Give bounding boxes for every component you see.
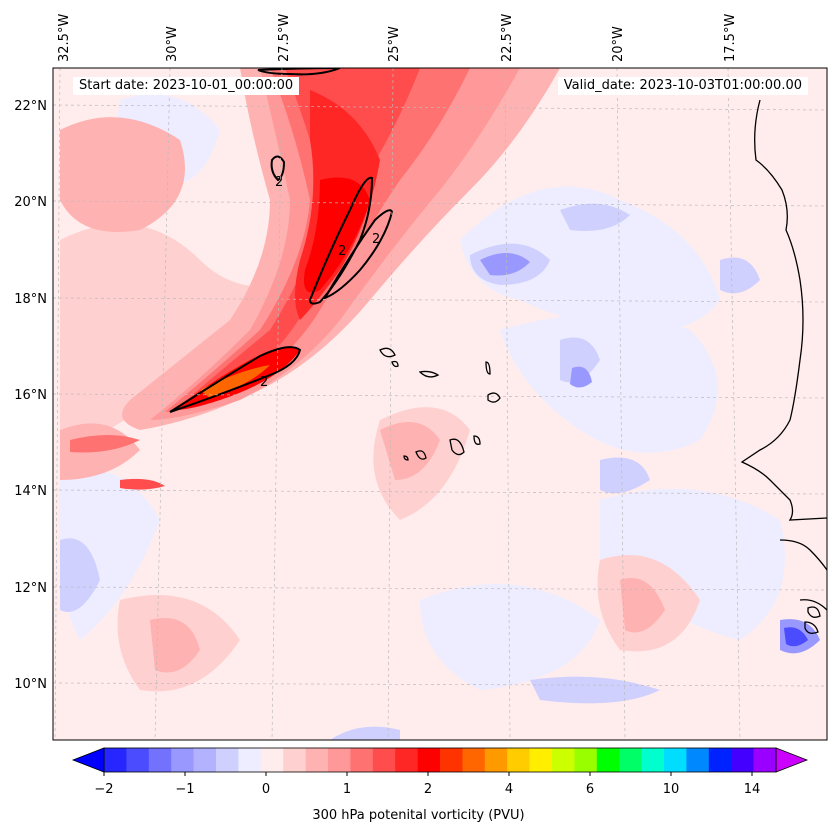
contour-label: 2: [275, 175, 283, 190]
colorbar-cell: [305, 748, 329, 772]
colorbar-tick-label: 4: [505, 782, 513, 797]
colorbar-cell: [283, 748, 306, 772]
colorbar-cell: [171, 748, 194, 772]
lat-label: 22°N: [14, 99, 47, 114]
lon-label: 20°W: [611, 26, 626, 62]
lon-label: 32.5°W: [57, 14, 72, 62]
colorbar-cell: [507, 748, 530, 772]
valid-date-label: Valid_date: 2023-10-03T01:00:00.00: [557, 77, 808, 95]
colorbar-tick-label: 14: [744, 782, 761, 797]
pv-contours: [169, 68, 394, 413]
colorbar-cell: [529, 748, 553, 772]
contour-label: 2: [372, 232, 380, 247]
colorbar-tick-label: 6: [586, 782, 594, 797]
colorbar-cell: [328, 748, 351, 772]
colorbar-min-arrow: [71, 747, 105, 773]
gridlines: [53, 68, 827, 740]
colorbar-cell: [686, 748, 710, 772]
start-date-label: Start date: 2023-10-01_00:00:00: [73, 77, 300, 95]
colorbar-cell: [395, 748, 418, 772]
lon-label: 27.5°W: [277, 14, 292, 62]
colorbar-cells: [104, 748, 777, 772]
colorbar-cell: [260, 748, 284, 772]
colorbar-cell: [216, 748, 239, 772]
colorbar-cell: [753, 748, 777, 772]
pv-field: 2 2 2 2: [53, 68, 827, 740]
colorbar-cell: [350, 748, 374, 772]
colorbar-tick-label: −1: [175, 782, 194, 797]
colorbar-tick-label: 10: [663, 782, 680, 797]
lat-label: 20°N: [14, 195, 47, 210]
colorbar-max-arrow: [775, 747, 809, 773]
colorbar-tick-label: 2: [424, 782, 432, 797]
longitude-labels: 32.5°W 30°W 27.5°W 25°W 22.5°W 20°W 17.5…: [57, 14, 738, 62]
colorbar-cell: [372, 748, 396, 772]
colorbar-cell: [574, 748, 598, 772]
lat-label: 14°N: [14, 484, 47, 499]
colorbar: −2 −1 0 1 2 4 6 10 14: [71, 747, 809, 797]
colorbar-cell: [193, 748, 217, 772]
colorbar-cell: [104, 748, 127, 772]
contour-label: 2: [260, 375, 268, 390]
colorbar-cell: [619, 748, 642, 772]
colorbar-cell: [708, 748, 732, 772]
lat-label: 12°N: [14, 581, 47, 596]
colorbar-cell: [484, 748, 508, 772]
lon-label: 30°W: [165, 26, 180, 62]
colorbar-ticks: −2 −1 0 1 2 4 6 10 14: [94, 772, 760, 797]
coastline: [379, 99, 827, 634]
colorbar-cell: [552, 748, 575, 772]
colorbar-cell: [596, 748, 620, 772]
lat-label: 18°N: [14, 292, 47, 307]
colorbar-cell: [641, 748, 665, 772]
lon-label: 25°W: [387, 26, 402, 62]
colorbar-frame: [103, 747, 777, 773]
colorbar-tick-label: 0: [262, 782, 270, 797]
colorbar-label: 300 hPa potenital vorticity (PVU): [312, 808, 525, 823]
contour-label: 2: [338, 244, 346, 259]
latitude-labels: 22°N 20°N 18°N 16°N 14°N 12°N 10°N: [14, 99, 47, 692]
colorbar-cell: [417, 748, 441, 772]
lat-label: 16°N: [14, 388, 47, 403]
colorbar-cell: [238, 748, 262, 772]
colorbar-cell: [440, 748, 463, 772]
colorbar-cell: [664, 748, 687, 772]
colorbar-tick-label: −2: [94, 782, 113, 797]
lon-label: 22.5°W: [500, 14, 515, 62]
colorbar-cell: [462, 748, 486, 772]
colorbar-tick-label: 1: [343, 782, 351, 797]
lat-label: 10°N: [14, 677, 47, 692]
colorbar-cell: [126, 748, 150, 772]
plot-frame: [52, 67, 828, 741]
colorbar-cell: [148, 748, 172, 772]
colorbar-cell: [731, 748, 754, 772]
lon-label: 17.5°W: [723, 14, 738, 62]
